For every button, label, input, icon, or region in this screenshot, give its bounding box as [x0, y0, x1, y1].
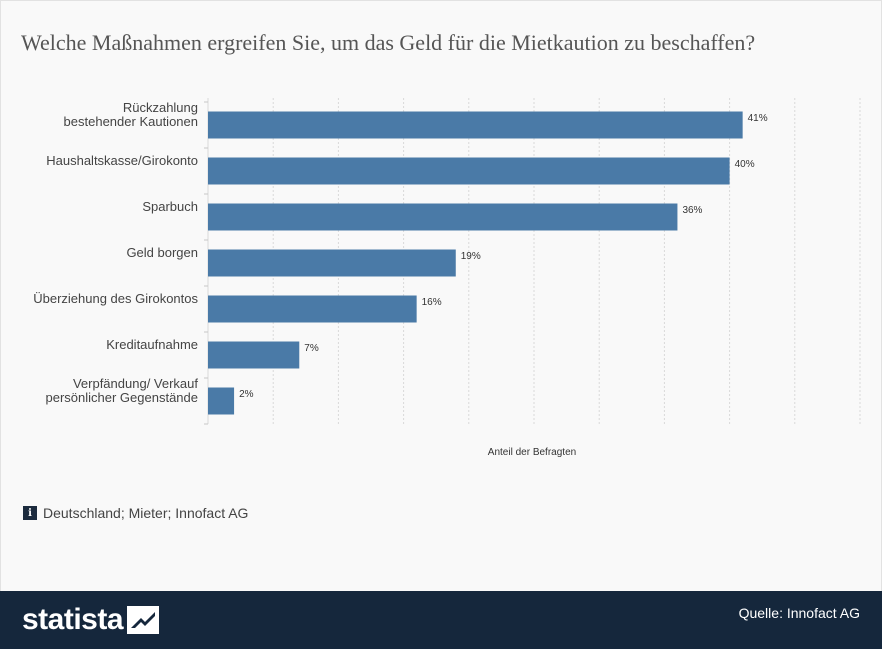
bar[interactable]: [208, 249, 456, 277]
value-label: 19%: [461, 251, 481, 262]
value-label: 41%: [748, 113, 768, 124]
bar-chart: Rückzahlung bestehender Kautionen Haushalt…: [33, 98, 861, 458]
chart-title: Welche Maßnahmen ergreifen Sie, um das G…: [21, 30, 756, 55]
footer: statista Quelle: Innofact AG: [0, 591, 882, 649]
category-label: Rückzahlung bestehender Kautionen: [64, 100, 198, 129]
category-label: Geld borgen: [126, 245, 198, 260]
category-label: Verpfändung/ Verkauf persönlicher Gegenst…: [46, 376, 199, 405]
info-icon[interactable]: i: [23, 506, 37, 520]
info-text: Deutschland; Mieter; Innofact AG: [43, 505, 249, 521]
category-label: Haushaltskasse/Girokonto: [46, 153, 198, 168]
value-labels: 41% 40% 36% 19% 16% 7% 2%: [239, 113, 768, 400]
bar[interactable]: [208, 157, 730, 185]
value-label: 16%: [422, 297, 442, 308]
statista-logo[interactable]: statista: [22, 603, 160, 637]
logo-text: statista: [22, 603, 124, 636]
category-label: Sparbuch: [142, 199, 198, 214]
category-label: Kreditaufnahme: [106, 337, 198, 352]
bars: [208, 111, 743, 415]
bar[interactable]: [208, 341, 300, 369]
bar[interactable]: [208, 295, 417, 323]
value-label: 36%: [682, 205, 702, 216]
value-label: 7%: [304, 343, 319, 354]
x-axis-label: Anteil der Befragten: [488, 447, 576, 458]
value-label: 2%: [239, 389, 254, 400]
bar[interactable]: [208, 387, 235, 415]
bar[interactable]: [208, 111, 743, 139]
bar[interactable]: [208, 203, 678, 231]
source-text: Quelle: Innofact AG: [738, 605, 860, 621]
category-labels: Rückzahlung bestehender Kautionen Haushalt…: [33, 100, 198, 405]
statista-logo-icon: [127, 606, 160, 634]
info-note: i Deutschland; Mieter; Innofact AG: [23, 505, 248, 521]
category-label: Überziehung des Girokontos: [33, 291, 198, 306]
value-label: 40%: [735, 159, 755, 170]
